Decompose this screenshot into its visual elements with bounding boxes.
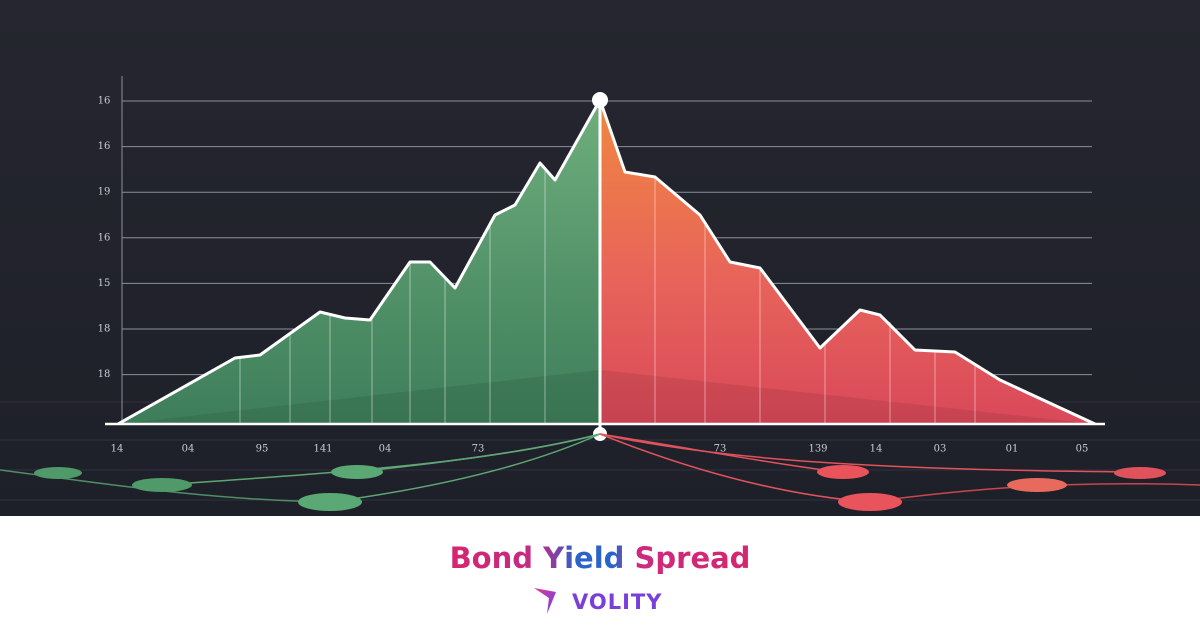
y-label: 18 (98, 369, 111, 380)
area-lines (239, 170, 976, 424)
curve-outline (117, 98, 1096, 426)
footer-title: Bond Yield Spread (450, 541, 751, 575)
red-area (600, 100, 1095, 424)
shade (118, 370, 1095, 424)
peak-dot (592, 92, 608, 108)
axis-labels: 16 16 19 16 15 18 18 14 04 95 141 04 73 73 139 14 03 01 05 (98, 96, 1089, 455)
x-label: 04 (379, 444, 392, 455)
x-label: 95 (256, 444, 269, 455)
x-label: 14 (111, 444, 124, 455)
y-label: 18 (98, 324, 111, 335)
x-label: 141 (313, 444, 332, 455)
y-label: 16 (98, 141, 111, 152)
logo-icon (534, 588, 556, 614)
x-label: 04 (182, 444, 195, 455)
x-label: 01 (1006, 444, 1019, 455)
network-nodes (34, 465, 1166, 511)
x-label: 73 (472, 444, 485, 455)
y-label: 16 (98, 232, 111, 243)
x-label: 73 (714, 444, 727, 455)
x-label: 14 (870, 444, 883, 455)
network (0, 433, 1200, 503)
y-label: 19 (98, 187, 111, 198)
x-label: 139 (808, 444, 827, 455)
brand: VOLITY (572, 590, 662, 614)
x-label: 05 (1076, 444, 1089, 455)
y-label: 16 (98, 96, 111, 107)
green-area (118, 100, 600, 424)
x-label: 03 (934, 444, 947, 455)
y-label: 15 (98, 278, 111, 289)
